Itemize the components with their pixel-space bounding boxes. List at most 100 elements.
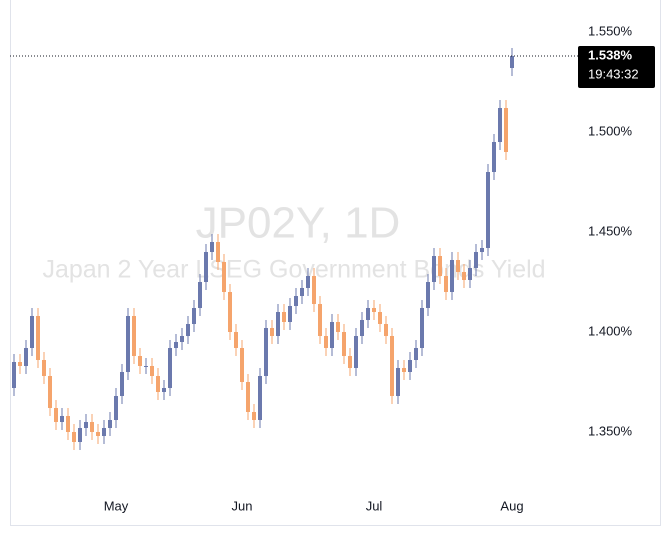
- x-tick-label: Aug: [500, 498, 523, 513]
- candle-body: [420, 308, 424, 348]
- candle-body: [258, 376, 262, 420]
- candle-body: [372, 308, 376, 312]
- y-tick-label: 1.400%: [588, 323, 633, 338]
- candle-body: [144, 366, 148, 367]
- candle-body: [24, 348, 28, 366]
- candle-body: [126, 316, 130, 372]
- candle-body: [426, 282, 430, 308]
- candle-body: [318, 304, 322, 336]
- candle-body: [432, 256, 436, 282]
- candle-body: [282, 312, 286, 322]
- candle-body: [444, 276, 448, 292]
- candle-body: [60, 416, 64, 422]
- last-price-label: 1.538%: [588, 47, 633, 62]
- candle-body: [330, 322, 334, 348]
- candle-body: [390, 336, 394, 396]
- candle-body: [402, 368, 406, 372]
- candle-body: [408, 360, 412, 372]
- candle-body: [54, 408, 58, 422]
- x-tick-label: Jun: [232, 498, 253, 513]
- candle-body: [270, 328, 274, 336]
- candle-body: [276, 312, 280, 336]
- candle-body: [174, 342, 178, 348]
- candle-body: [474, 252, 478, 268]
- candle-body: [414, 348, 418, 360]
- candle-body: [312, 276, 316, 304]
- candle-body: [300, 288, 304, 296]
- y-tick-label: 1.550%: [588, 23, 633, 38]
- candle-body: [240, 348, 244, 382]
- candle-body: [396, 368, 400, 396]
- candle-body: [462, 272, 466, 280]
- candle-body: [96, 432, 100, 436]
- candle-body: [186, 324, 190, 336]
- candle-body: [42, 360, 46, 376]
- candle-body: [378, 312, 382, 324]
- candle-body: [264, 328, 268, 376]
- candle-body: [438, 256, 442, 276]
- candle-body: [48, 376, 52, 408]
- candle-body: [348, 356, 352, 368]
- x-tick-label: Jul: [366, 498, 383, 513]
- candle-body: [480, 248, 484, 252]
- candle-body: [336, 322, 340, 332]
- candle-body: [288, 306, 292, 322]
- candle-body: [120, 372, 124, 396]
- y-tick-label: 1.450%: [588, 223, 633, 238]
- candle-body: [384, 324, 388, 336]
- x-tick-label: May: [104, 498, 129, 513]
- candle-body: [450, 260, 454, 292]
- candle-body: [294, 296, 298, 306]
- candle-body: [180, 336, 184, 342]
- candle-body: [306, 276, 310, 288]
- candle-body: [228, 292, 232, 332]
- candle-body: [216, 242, 220, 262]
- candle-body: [168, 348, 172, 388]
- candle-body: [222, 262, 226, 292]
- candle-body: [246, 382, 250, 412]
- candle-body: [204, 252, 208, 282]
- candle-body: [198, 282, 202, 308]
- candle-body: [102, 428, 106, 436]
- y-tick-label: 1.500%: [588, 123, 633, 138]
- candle-body: [18, 362, 22, 366]
- candle-body: [72, 432, 76, 442]
- candle-body: [30, 316, 34, 348]
- last-price-box: [578, 46, 655, 88]
- candle-body: [78, 428, 82, 442]
- candle-body: [492, 142, 496, 172]
- y-tick-label: 1.350%: [588, 423, 633, 438]
- candle-body: [132, 316, 136, 356]
- candle-body: [468, 268, 472, 280]
- candle-body: [510, 56, 514, 68]
- candle-body: [252, 412, 256, 420]
- candle-body: [360, 320, 364, 336]
- candle-body: [90, 422, 94, 432]
- watermark-title: JP02Y, 1D: [196, 199, 401, 248]
- candle-body: [150, 366, 154, 376]
- candle-body: [354, 336, 358, 368]
- candle-body: [486, 172, 490, 248]
- candle-body: [114, 396, 118, 420]
- candle-body: [234, 332, 238, 348]
- candle-body: [66, 416, 70, 432]
- candle-body: [366, 308, 370, 320]
- candle-body: [324, 336, 328, 348]
- watermark-subtitle: Japan 2 Year LSEG Government Bonds Yield: [42, 256, 545, 284]
- candle-body: [192, 308, 196, 324]
- candle-body: [504, 108, 508, 152]
- candle-body: [210, 242, 214, 252]
- candle-body: [342, 332, 346, 356]
- candle-body: [36, 316, 40, 360]
- candle-body: [138, 356, 142, 366]
- candle-body: [156, 376, 160, 392]
- candle-body: [84, 422, 88, 428]
- frame: [10, 0, 661, 526]
- candle-body: [456, 260, 460, 272]
- candle-body: [108, 420, 112, 428]
- candle-body: [162, 388, 166, 392]
- candle-body: [498, 108, 502, 142]
- candle-body: [12, 362, 16, 388]
